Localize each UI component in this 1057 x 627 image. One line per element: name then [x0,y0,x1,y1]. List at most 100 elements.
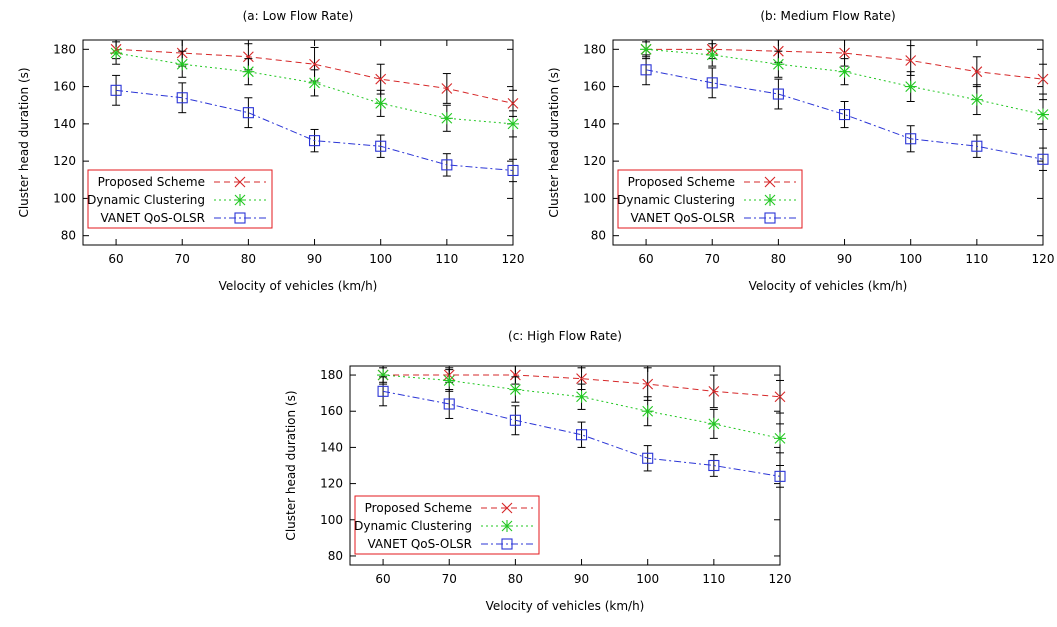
y-tick-label: 160 [53,80,76,94]
data-point-vanet-qos-olsr [176,92,188,104]
data-point-dynamic-clustering [440,112,453,125]
data-point-dynamic-clustering [1037,108,1049,121]
y-tick-label: 80 [61,229,76,243]
y-axis-label: Cluster head duration (s) [547,67,561,217]
data-point-vanet-qos-olsr [575,429,588,441]
x-tick-label: 120 [502,252,525,266]
legend-marker-dynamic-clustering [764,194,776,206]
x-tick-label: 120 [769,572,792,586]
data-point-proposed-scheme [905,55,917,66]
data-point-vanet-qos-olsr [507,164,519,177]
y-tick-label: 140 [583,117,606,131]
x-tick-label: 100 [636,572,659,586]
data-point-dynamic-clustering [575,390,588,403]
data-point-dynamic-clustering [377,369,390,382]
chart-title: (c: High Flow Rate) [508,329,622,343]
x-tick-label: 70 [442,572,457,586]
data-point-dynamic-clustering [904,80,917,93]
data-point-dynamic-clustering [707,417,720,430]
series-line-vanet-qos-olsr [116,89,514,171]
legend-marker-proposed-scheme [501,502,513,514]
data-point-vanet-qos-olsr [242,107,254,119]
data-point-proposed-scheme [839,47,850,59]
y-tick-label: 100 [320,513,343,527]
data-point-proposed-scheme [309,58,320,70]
data-point-dynamic-clustering [970,93,983,106]
y-tick-label: 120 [53,154,76,168]
data-point-vanet-qos-olsr [905,133,917,145]
y-tick-label: 160 [583,80,606,94]
data-point-dynamic-clustering [774,432,786,445]
x-tick-label: 90 [574,572,589,586]
data-point-vanet-qos-olsr [971,140,983,152]
data-point-vanet-qos-olsr [640,64,652,76]
legend-label-proposed-scheme: Proposed Scheme [628,175,735,189]
legend-label-vanet-qos-olsr: VANET QoS-OLSR [367,537,472,551]
legend-label-dynamic-clustering: Dynamic Clustering [617,193,735,207]
chart-title: (a: Low Flow Rate) [243,9,354,23]
legend-marker-proposed-scheme [234,176,246,188]
data-point-dynamic-clustering [509,383,522,396]
data-point-dynamic-clustering [443,374,456,387]
x-tick-label: 110 [435,252,458,266]
y-tick-label: 100 [583,191,606,205]
plot-frame [82,39,514,246]
data-point-proposed-scheme [441,83,453,94]
x-tick-label: 100 [369,252,392,266]
plot-frame [612,39,1044,246]
y-tick-label: 80 [591,229,606,243]
data-point-proposed-scheme [375,73,387,85]
x-tick-label: 110 [702,572,725,586]
legend-box [87,169,273,229]
x-tick-label: 90 [307,252,322,266]
data-point-dynamic-clustering [374,97,387,110]
data-point-proposed-scheme [774,391,786,403]
data-point-dynamic-clustering [706,48,719,61]
legend-marker-dynamic-clustering [234,194,246,206]
data-point-proposed-scheme [576,373,587,385]
data-point-dynamic-clustering [110,47,123,60]
x-tick-label: 80 [241,252,256,266]
x-axis-label: Velocity of vehicles (km/h) [749,279,908,293]
data-point-proposed-scheme [708,385,720,397]
data-point-dynamic-clustering [176,58,189,71]
data-point-dynamic-clustering [308,76,321,89]
data-point-dynamic-clustering [242,65,255,78]
data-point-vanet-qos-olsr [441,159,453,171]
legend-marker-vanet-qos-olsr [764,212,776,224]
legend-marker-dynamic-clustering [501,520,513,532]
legend-marker-vanet-qos-olsr [501,538,513,550]
legend-label-proposed-scheme: Proposed Scheme [365,501,472,515]
data-point-proposed-scheme [507,97,519,109]
data-point-vanet-qos-olsr [443,398,455,410]
data-point-vanet-qos-olsr [308,135,321,147]
y-tick-label: 180 [320,368,343,382]
data-point-vanet-qos-olsr [377,385,389,397]
y-tick-label: 140 [320,440,343,454]
data-point-vanet-qos-olsr [642,452,654,464]
x-tick-label: 90 [837,252,852,266]
chart-title: (b: Medium Flow Rate) [760,9,895,23]
y-axis-label: Cluster head duration (s) [17,67,31,217]
data-point-dynamic-clustering [838,65,851,78]
y-tick-label: 160 [320,404,343,418]
legend-label-vanet-qos-olsr: VANET QoS-OLSR [630,211,735,225]
y-tick-label: 140 [53,117,76,131]
x-tick-label: 110 [965,252,988,266]
data-point-vanet-qos-olsr [375,140,387,152]
data-point-vanet-qos-olsr [706,77,718,89]
x-tick-label: 100 [899,252,922,266]
y-axis-label: Cluster head duration (s) [284,390,298,540]
data-point-vanet-qos-olsr [772,88,784,100]
chart-high-flow: (c: High Flow Rate) 80 100 120 140 160 180 60 70… [284,329,791,613]
x-tick-label: 70 [705,252,720,266]
x-tick-label: 80 [771,252,786,266]
x-tick-label: 80 [508,572,523,586]
data-point-dynamic-clustering [641,405,654,418]
legend-marker-vanet-qos-olsr [234,212,246,224]
data-point-vanet-qos-olsr [708,459,720,472]
chart-medium-flow: (b: Medium Flow Rate) 80 100 120 140 160 180 60… [547,9,1054,293]
legend-label-dynamic-clustering: Dynamic Clustering [354,519,472,533]
